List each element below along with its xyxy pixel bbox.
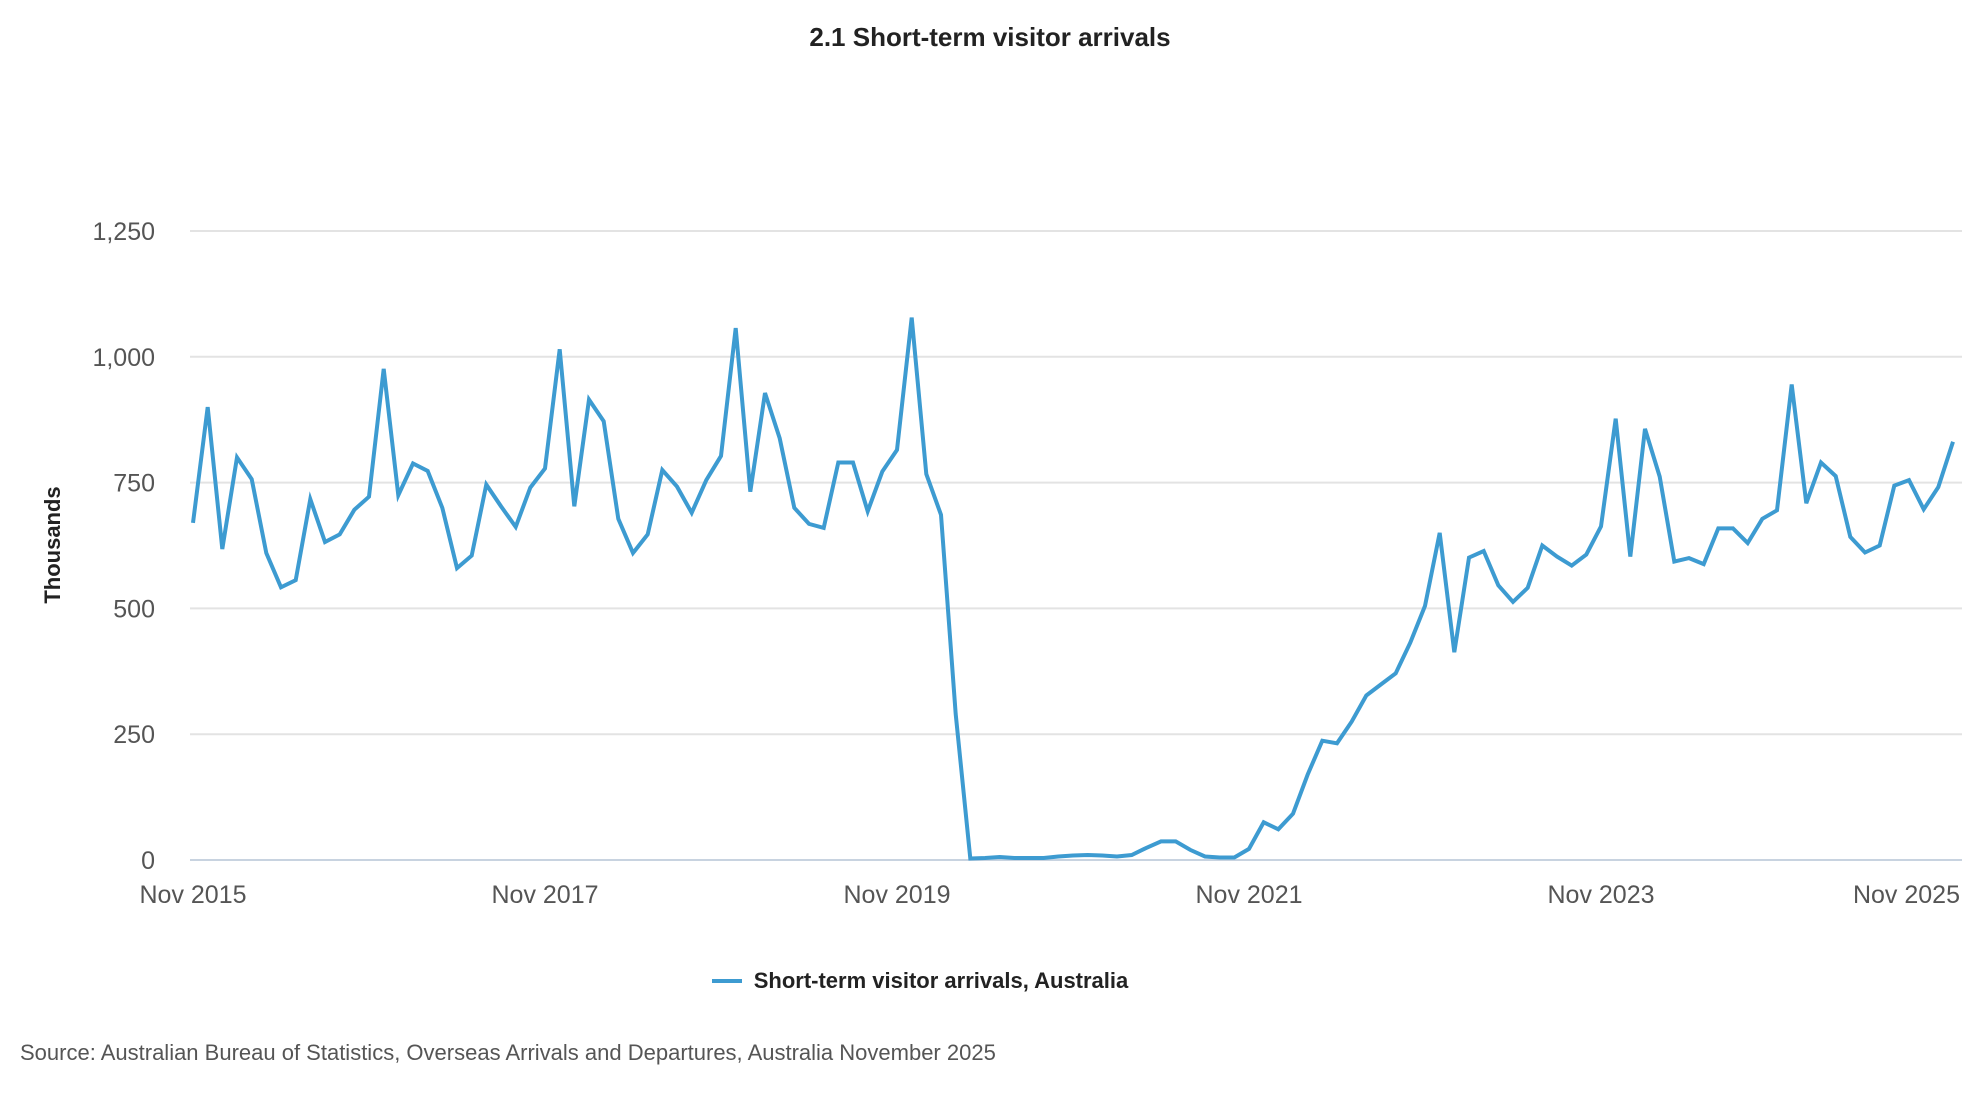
y-tick-label: 1,250	[92, 218, 155, 246]
y-tick-label: 0	[141, 847, 155, 875]
x-tick-label: Nov 2015	[139, 881, 246, 909]
legend-swatch	[711, 979, 742, 983]
x-tick-label: Nov 2017	[491, 881, 598, 909]
y-tick-label: 250	[113, 721, 155, 749]
source-note: Source: Australian Bureau of Statistics,…	[20, 1040, 996, 1065]
x-tick-label: Nov 2019	[843, 881, 950, 909]
x-tick-label: Nov 2021	[1195, 881, 1302, 909]
gridlines	[190, 230, 1962, 861]
y-axis-label: Thousands	[40, 486, 65, 603]
legend-label: Short-term visitor arrivals, Australia	[753, 968, 1129, 993]
series-line	[191, 317, 1955, 861]
y-tick-label: 500	[113, 595, 155, 623]
y-axis-ticks: 0 250 500 750 1,000 1,250	[92, 218, 155, 875]
x-axis-ticks: Nov 2015 Nov 2017 Nov 2019 Nov 2021 Nov 2023…	[139, 881, 1960, 909]
x-tick-label: Nov 2023	[1547, 881, 1654, 909]
legend: Short-term visitor arrivals, Australia	[0, 968, 1980, 994]
x-tick-label: Nov 2025	[1853, 881, 1960, 909]
y-tick-label: 1,000	[92, 344, 155, 372]
y-tick-label: 750	[113, 470, 155, 498]
chart-title: 2.1 Short-term visitor arrivals	[809, 22, 1171, 52]
